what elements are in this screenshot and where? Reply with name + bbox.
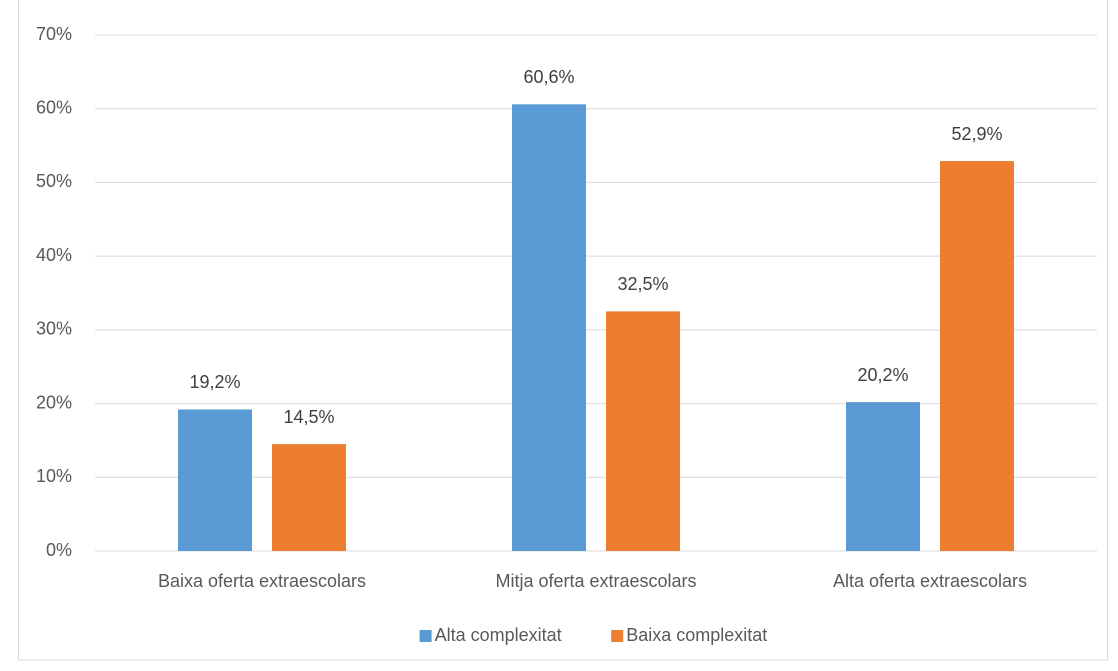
value-label: 19,2% [189, 372, 240, 392]
bar [272, 444, 346, 551]
value-label: 60,6% [523, 67, 574, 87]
value-label: 32,5% [617, 274, 668, 294]
value-label: 20,2% [857, 365, 908, 385]
y-tick-label: 70% [36, 24, 72, 44]
y-tick-label: 60% [36, 97, 72, 117]
y-tick-label: 0% [46, 540, 72, 560]
legend-swatch [611, 630, 624, 642]
bar [178, 409, 252, 551]
legend-swatch [419, 630, 432, 642]
value-label: 52,9% [951, 124, 1002, 144]
chart-frame [18, 0, 1108, 661]
bar [512, 104, 586, 551]
value-label: 14,5% [283, 407, 334, 427]
x-tick-label: Baixa oferta extraescolars [158, 571, 366, 591]
bar [940, 161, 1014, 551]
x-tick-label: Mitja oferta extraescolars [495, 571, 696, 591]
y-tick-label: 40% [36, 245, 72, 265]
legend-label: Baixa complexitat [626, 625, 767, 645]
legend-label: Alta complexitat [435, 625, 562, 645]
y-tick-label: 30% [36, 319, 72, 339]
x-tick-label: Alta oferta extraescolars [833, 571, 1027, 591]
y-tick-label: 10% [36, 466, 72, 486]
y-tick-label: 50% [36, 171, 72, 191]
bar [606, 311, 680, 551]
bar [846, 402, 920, 551]
y-tick-label: 20% [36, 392, 72, 412]
